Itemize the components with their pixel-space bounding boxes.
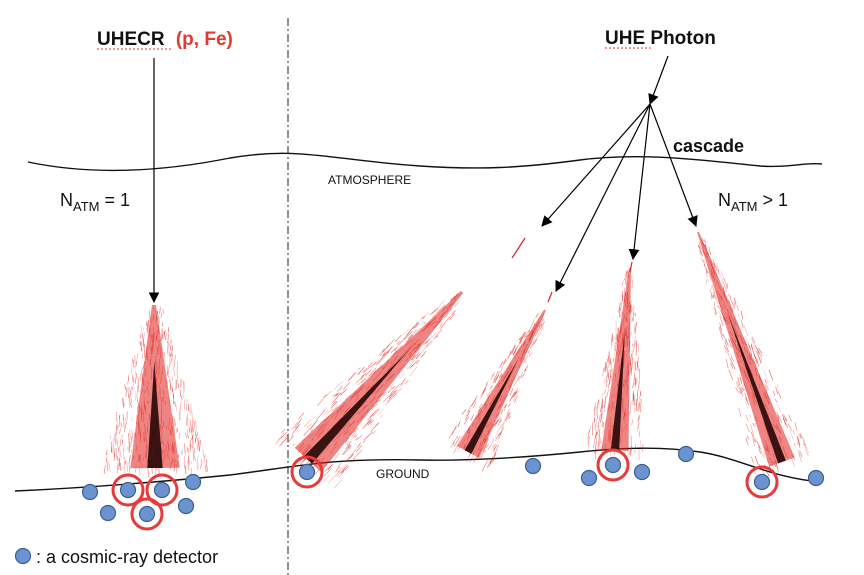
air-showers [103,231,809,489]
detector-station [119,481,137,499]
detector-station [524,457,542,475]
photon-shower-2 [448,309,546,472]
uhecr-title: UHECR (p, Fe) [97,29,233,50]
detector-station [177,497,195,515]
ground-line [14,447,823,492]
n-atm-right-sub: ATM [731,199,757,214]
precursor-streak [547,291,553,303]
photon-shower-1 [275,291,464,489]
photon-shower-3 [587,267,644,461]
cascade-arrow-2 [555,103,651,292]
cascade-label: cascade [673,136,744,156]
detector-station [99,504,117,522]
cascade-arrow-1 [541,103,651,227]
detector-station [81,483,99,501]
triggered-detector-ring [111,473,145,507]
detector-station [807,469,825,487]
detector-station [753,473,771,491]
triggered-detector-ring [145,473,179,507]
detector-station [138,505,156,523]
photon-incoming-arrow [648,55,669,106]
detector-station [580,469,598,487]
uhecr-shower [103,305,208,479]
cascade-arrow-4 [649,103,698,228]
detector-station [604,456,622,474]
detector-station [184,473,202,491]
photon-shower-4 [697,231,809,480]
precursor-streak [629,261,633,273]
uhecr-title-particles: (p, Fe) [176,29,233,50]
triggered-detector-ring [130,497,164,531]
n-atm-left: NATM = 1 [60,190,130,214]
atmosphere-line [27,152,823,171]
legend-detector-icon [14,547,32,565]
detector-station [677,445,695,463]
detector-station [298,463,316,481]
n-atm-left-sub: ATM [73,199,99,214]
n-atm-right-rel: > 1 [757,190,788,210]
n-atm-left-rel: = 1 [99,190,130,210]
cascade-arrow-3 [628,103,651,261]
ground-label: GROUND [376,467,430,481]
n-atm-left-base: N [60,190,73,210]
triggered-detector-ring [290,455,324,489]
detector-array [81,445,825,531]
detector-station [633,463,651,481]
precursor-streak [511,237,526,259]
triggered-detector-ring [596,448,630,482]
uhecr-title-main: UHECR [97,29,165,50]
photon-title: UHE Photon [605,28,716,49]
atmosphere-label: ATMOSPHERE [328,173,411,187]
detector-station [153,481,171,499]
n-atm-right: NATM > 1 [718,190,788,214]
legend-text: : a cosmic-ray detector [36,547,218,567]
triggered-detector-ring [745,465,779,499]
n-atm-right-base: N [718,190,731,210]
